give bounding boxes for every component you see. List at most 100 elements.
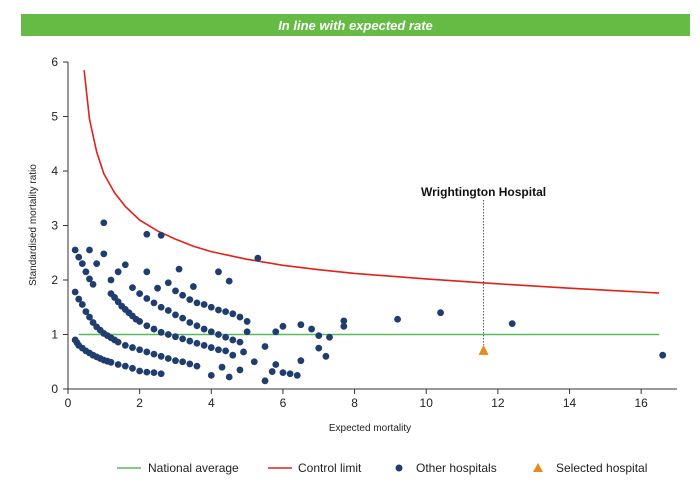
hospital-point bbox=[143, 295, 151, 302]
x-tick-label: 2 bbox=[136, 396, 143, 410]
hospital-point bbox=[175, 265, 183, 273]
hospital-point bbox=[268, 368, 276, 375]
hospital-point bbox=[179, 291, 187, 299]
x-tick-label: 10 bbox=[420, 396, 434, 410]
hospital-point bbox=[86, 313, 93, 321]
hospital-point bbox=[193, 362, 201, 370]
hospital-point bbox=[222, 333, 230, 341]
hospital-point bbox=[164, 331, 172, 338]
x-tick-label: 16 bbox=[634, 396, 648, 410]
hospital-point bbox=[243, 318, 251, 325]
hospital-point bbox=[150, 325, 158, 333]
hospital-point bbox=[89, 280, 97, 288]
hospital-point bbox=[254, 254, 262, 262]
hospital-point bbox=[179, 358, 187, 366]
y-tick-label: 5 bbox=[51, 110, 58, 124]
hospital-point bbox=[164, 355, 172, 362]
hospital-point bbox=[75, 295, 83, 303]
hospital-point bbox=[222, 347, 230, 355]
hospital-point bbox=[207, 371, 215, 379]
series-layer: Wrightington Hospital bbox=[71, 70, 667, 385]
hospital-point bbox=[293, 371, 301, 379]
hospital-point bbox=[236, 313, 244, 321]
hospital-point bbox=[121, 362, 129, 370]
hospital-point bbox=[200, 342, 208, 349]
hospital-point bbox=[143, 268, 151, 276]
hospital-point bbox=[157, 303, 165, 311]
hospital-point bbox=[107, 358, 115, 366]
legend-other-hospitals-swatch bbox=[395, 464, 403, 472]
hospital-point bbox=[236, 366, 244, 374]
status-banner: In line with expected rate bbox=[21, 14, 690, 36]
hospital-point bbox=[315, 344, 323, 352]
hospital-point bbox=[236, 338, 244, 346]
hospital-point bbox=[189, 283, 197, 290]
x-tick-label: 0 bbox=[65, 396, 72, 410]
hospital-point bbox=[157, 352, 165, 360]
hospital-point bbox=[193, 299, 201, 307]
hospital-point bbox=[179, 314, 187, 322]
x-tick-label: 4 bbox=[208, 396, 215, 410]
hospital-point bbox=[143, 368, 151, 376]
hospital-point bbox=[143, 230, 151, 238]
hospital-point bbox=[200, 325, 208, 333]
legend-other-hospitals-label: Other hospitals bbox=[416, 461, 497, 475]
hospital-point bbox=[179, 335, 187, 343]
hospital-point bbox=[75, 253, 83, 261]
hospital-point bbox=[129, 284, 136, 292]
hospital-point bbox=[154, 284, 161, 292]
x-ticks: 0 2 4 6 8 10 12 14 16 bbox=[65, 389, 648, 410]
x-tick-label: 6 bbox=[280, 396, 287, 410]
hospital-point bbox=[93, 260, 101, 268]
hospital-point bbox=[114, 338, 122, 346]
legend: National average Control limit Other hos… bbox=[117, 461, 647, 475]
hospital-point bbox=[659, 351, 667, 359]
hospital-point bbox=[207, 328, 215, 336]
hospital-point bbox=[82, 308, 90, 316]
hospital-point bbox=[261, 343, 269, 350]
hospital-point bbox=[207, 344, 215, 351]
legend-selected-hospital-swatch bbox=[533, 463, 543, 472]
hospital-point bbox=[215, 268, 222, 276]
hospital-point bbox=[272, 328, 280, 336]
hospital-point bbox=[207, 303, 215, 311]
hospital-point bbox=[172, 287, 179, 295]
hospital-point bbox=[272, 361, 280, 368]
y-tick-label: 3 bbox=[51, 219, 58, 233]
y-tick-label: 0 bbox=[51, 382, 58, 396]
hospital-point bbox=[100, 250, 108, 258]
selected-hospital-label: Wrightington Hospital bbox=[421, 185, 546, 199]
hospital-point bbox=[172, 333, 179, 341]
hospital-point bbox=[308, 325, 315, 333]
hospital-point bbox=[243, 328, 251, 336]
legend-national-average-label: National average bbox=[148, 461, 239, 475]
hospital-point bbox=[508, 320, 516, 327]
x-tick-label: 12 bbox=[491, 396, 505, 410]
hospital-point bbox=[193, 322, 201, 330]
hospital-point bbox=[78, 301, 86, 308]
hospital-point bbox=[136, 346, 144, 354]
y-tick-label: 2 bbox=[51, 273, 58, 287]
hospital-point bbox=[222, 308, 230, 316]
hospital-point bbox=[172, 357, 179, 365]
hospital-point bbox=[157, 231, 165, 239]
hospital-point bbox=[261, 377, 269, 385]
hospital-point bbox=[86, 246, 93, 254]
y-tick-label: 1 bbox=[51, 328, 58, 342]
selected-hospital-marker bbox=[478, 344, 489, 355]
x-tick-label: 8 bbox=[351, 396, 358, 410]
hospital-point bbox=[86, 275, 93, 283]
y-ticks: 0 1 2 3 4 5 6 bbox=[51, 55, 68, 396]
status-banner-text: In line with expected rate bbox=[278, 17, 433, 33]
hospital-point bbox=[157, 370, 165, 378]
hospital-point bbox=[150, 369, 158, 377]
hospital-point bbox=[82, 268, 90, 276]
hospital-point bbox=[286, 370, 294, 378]
hospital-point bbox=[78, 260, 86, 268]
hospital-point bbox=[71, 246, 79, 254]
hospital-point bbox=[200, 301, 208, 308]
x-tick-label: 14 bbox=[563, 396, 577, 410]
hospital-point bbox=[215, 346, 222, 354]
hospital-point bbox=[136, 367, 144, 375]
